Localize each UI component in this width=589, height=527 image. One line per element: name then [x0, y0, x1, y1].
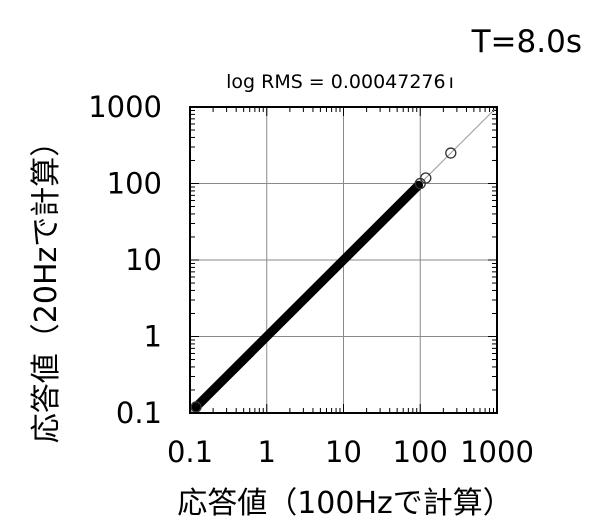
y-tick-label: 1	[144, 320, 162, 354]
data-point	[420, 172, 432, 184]
x-tick-label: 0.1	[167, 435, 213, 469]
plot-frame	[189, 106, 498, 414]
y-axis-label: 応答値（20Hzで計算）	[29, 127, 64, 443]
x-tick-label: 100	[393, 435, 448, 469]
x-tick-label: 1000	[460, 435, 534, 469]
x-tick-label: 10	[325, 435, 362, 469]
dense-data-band	[191, 180, 424, 412]
chart-title: log RMS = 0.00047276 ı	[226, 71, 454, 93]
x-axis-label: 応答値（100Hzで計算）	[177, 486, 513, 521]
y-tick-label: 10	[125, 243, 162, 277]
data-point	[190, 401, 202, 413]
y-tick-label: 1000	[88, 90, 162, 124]
x-tick-label: 1	[258, 435, 276, 469]
data-points	[190, 147, 457, 413]
corner-label: T=8.0s	[471, 24, 582, 60]
y-tick-label: 100	[107, 167, 162, 201]
y-tick-label: 0.1	[116, 396, 162, 430]
x-tick-labels: 0.1 1 10 100 1000	[167, 435, 534, 469]
data-point	[445, 147, 457, 159]
y-tick-labels: 0.1 1 10 100 1000	[88, 90, 162, 430]
